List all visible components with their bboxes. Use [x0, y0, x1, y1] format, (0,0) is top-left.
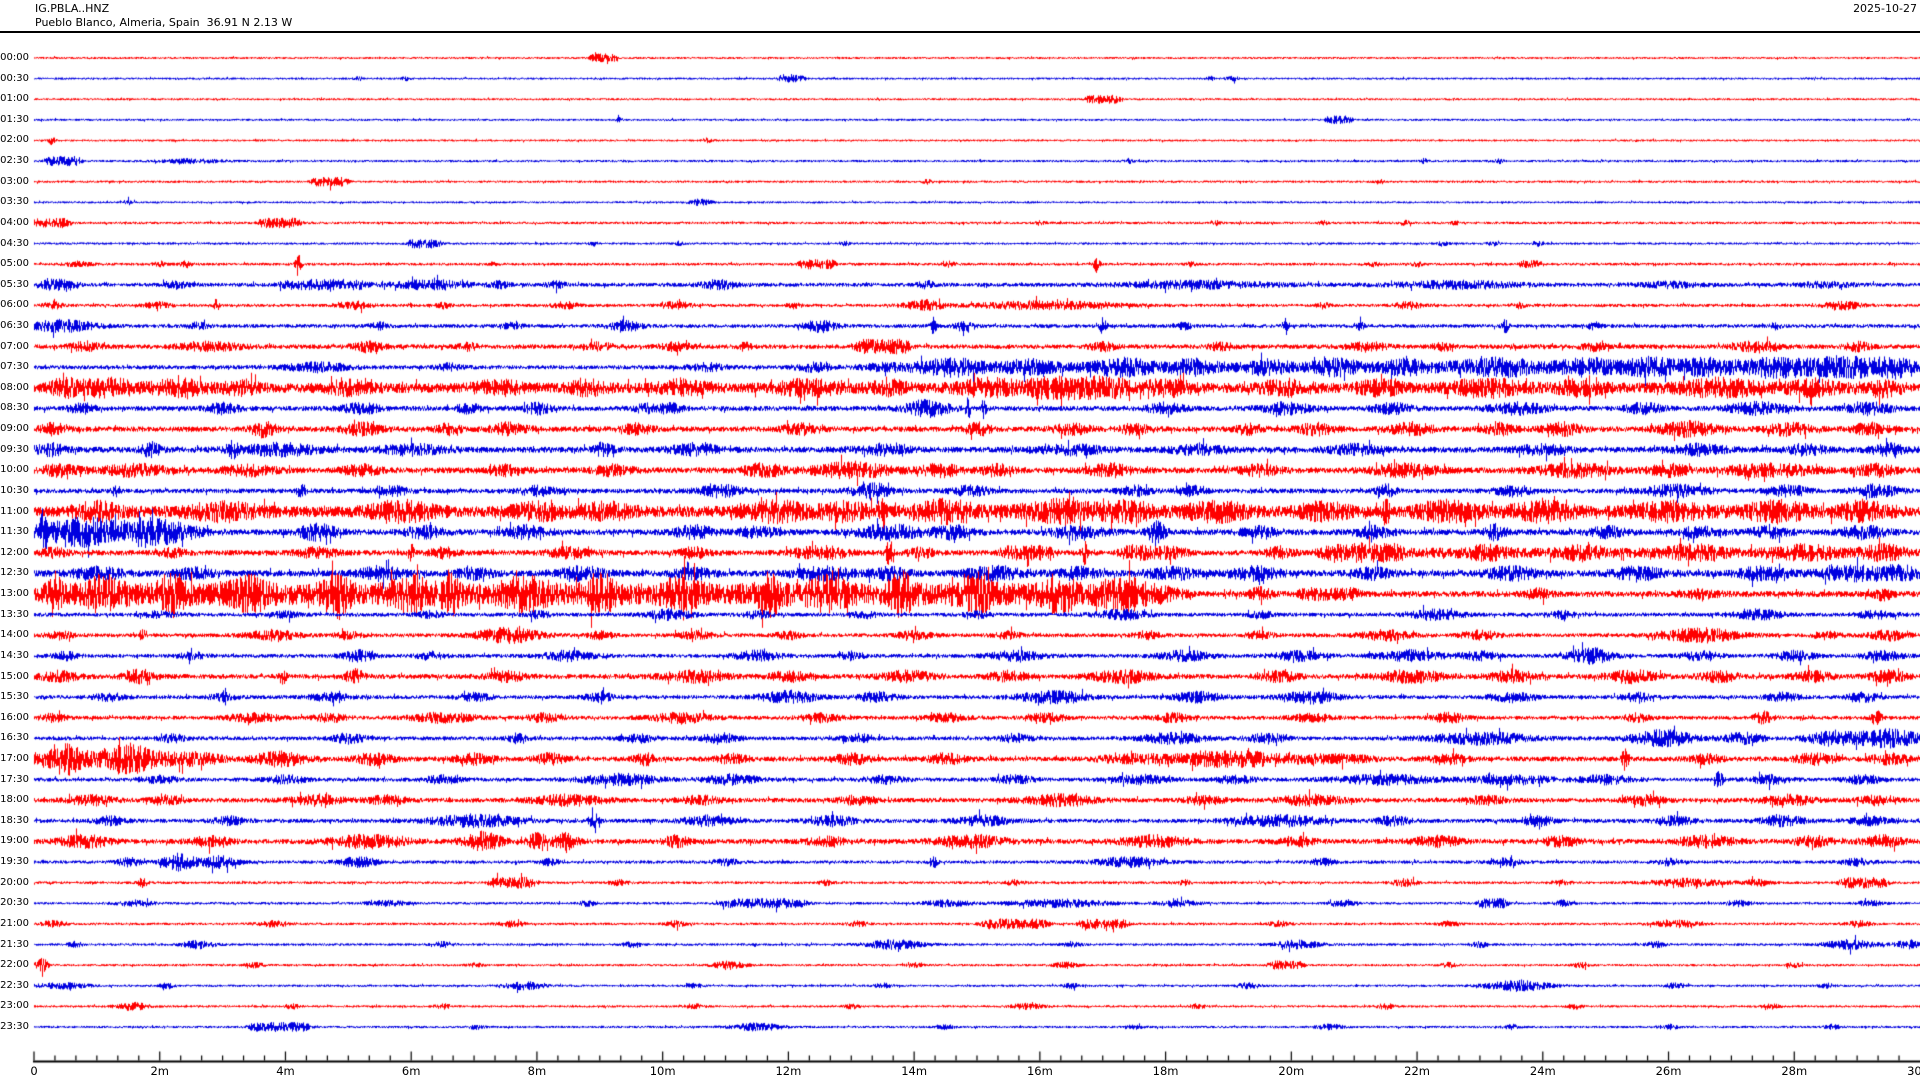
x-tick-label: 4m [276, 1064, 295, 1078]
row-time-label: 02:00 [0, 134, 29, 146]
row-time-label: 22:30 [0, 979, 29, 991]
x-tick-label: 6m [401, 1064, 421, 1078]
row-time-label: 08:30 [0, 402, 29, 414]
row-time-label: 00:00 [0, 52, 29, 63]
x-tick-label: 22m [1404, 1064, 1430, 1078]
row-time-label: 15:30 [0, 691, 29, 703]
row-time-label: 11:30 [0, 526, 29, 538]
row-time-label: 09:00 [0, 423, 29, 435]
row-time-label: 22:00 [0, 959, 29, 971]
row-time-label: 14:00 [0, 629, 29, 641]
row-time-label: 07:30 [0, 361, 29, 373]
row-time-label: 17:30 [0, 773, 29, 785]
row-time-label: 19:30 [0, 856, 29, 868]
row-time-label: 14:30 [0, 649, 29, 661]
x-tick-label: 8m [527, 1064, 547, 1078]
row-time-label: 20:00 [0, 876, 29, 888]
row-time-label: 09:30 [0, 443, 29, 455]
x-tick-label: 24m [1529, 1064, 1556, 1078]
row-time-label: 06:00 [0, 299, 29, 311]
row-time-label: 08:00 [0, 381, 29, 393]
x-tick-label: 10m [649, 1064, 676, 1078]
row-time-label: 23:30 [0, 1020, 29, 1032]
x-tick-label: 12m [775, 1064, 802, 1078]
row-time-label: 15:00 [0, 670, 29, 682]
row-time-label: 05:00 [0, 258, 29, 270]
row-time-label: 01:00 [0, 93, 29, 105]
row-time-label: 23:00 [0, 1000, 29, 1012]
row-time-label: 21:00 [0, 917, 29, 929]
plot-date: 2025-10-27 [1853, 2, 1917, 15]
x-tick-label: 2m [150, 1064, 169, 1078]
station-id: IG.PBLA..HNZ [35, 2, 110, 15]
row-time-label: 11:00 [0, 505, 29, 517]
row-time-label: 03:30 [0, 196, 29, 208]
row-time-label: 18:30 [0, 814, 29, 826]
row-time-label: 05:30 [0, 278, 29, 290]
row-time-label: 18:00 [0, 794, 29, 806]
x-tick-label: 18m [1152, 1064, 1179, 1078]
row-time-label: 12:30 [0, 567, 29, 579]
row-time-label: 10:00 [0, 464, 29, 476]
row-time-label: 19:00 [0, 835, 29, 847]
station-description: Pueblo Blanco, Almeria, Spain 36.91 N 2.… [35, 16, 293, 29]
x-tick-label: 20m [1278, 1064, 1305, 1078]
row-time-label: 12:00 [0, 546, 29, 558]
x-tick-label: 30m [1907, 1064, 1920, 1078]
x-tick-label: 26m [1655, 1064, 1682, 1078]
row-time-label: 17:00 [0, 752, 29, 764]
row-time-label: 13:30 [0, 608, 29, 620]
x-tick-label: 16m [1026, 1064, 1053, 1078]
row-time-label: 16:30 [0, 732, 29, 744]
row-time-label: 02:30 [0, 155, 29, 167]
row-time-label: 20:30 [0, 897, 29, 909]
x-tick-label: 0 [30, 1064, 38, 1078]
row-time-label: 13:00 [0, 588, 29, 600]
x-tick-label: 28m [1781, 1064, 1808, 1078]
row-time-label: 10:30 [0, 484, 29, 496]
header-divider [0, 31, 1920, 33]
row-time-label: 04:30 [0, 237, 29, 249]
row-time-label: 06:30 [0, 320, 29, 332]
row-time-label: 21:30 [0, 938, 29, 950]
row-time-label: 03:00 [0, 175, 29, 187]
x-tick-label: 14m [901, 1064, 928, 1078]
row-time-label: 01:30 [0, 113, 29, 125]
row-time-label: 04:00 [0, 216, 29, 228]
row-time-label: 07:00 [0, 340, 29, 352]
row-time-label: 16:00 [0, 711, 29, 723]
row-time-label: 00:30 [0, 72, 29, 84]
